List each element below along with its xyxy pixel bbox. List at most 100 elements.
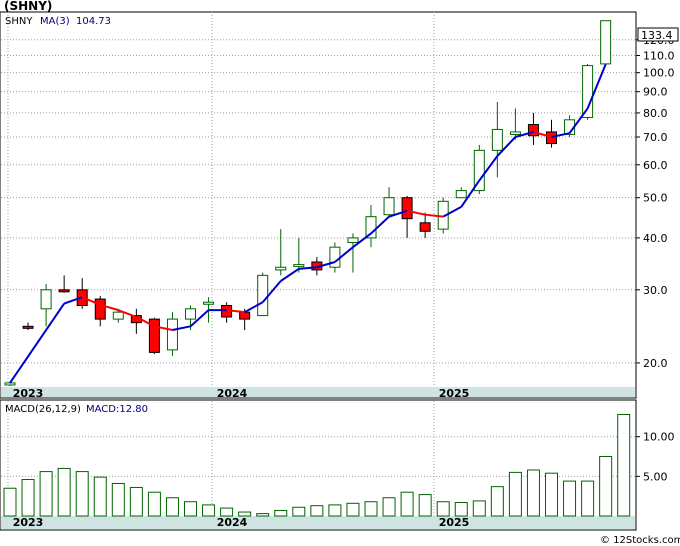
ma-segment <box>154 325 173 332</box>
macd-bar <box>490 486 504 517</box>
candle-body <box>455 190 467 199</box>
candle <box>509 108 521 140</box>
price-panel <box>0 11 637 399</box>
candle-body <box>329 246 341 268</box>
macd-bar <box>526 469 540 517</box>
candle <box>22 322 34 331</box>
candle-body <box>4 382 16 386</box>
macd-bar <box>364 501 378 517</box>
ma-segment <box>442 206 462 218</box>
macd-legend-label: MACD(26,12,9) <box>5 404 81 415</box>
candle-body <box>239 311 251 320</box>
ma-segment <box>298 266 317 270</box>
legend-ma-value: 104.73 <box>76 16 111 27</box>
ma-segment <box>81 296 101 306</box>
ma-segment <box>460 179 481 208</box>
candle-body <box>347 237 359 243</box>
macd-bar <box>328 504 342 517</box>
macd-bar <box>57 467 71 517</box>
candle-body <box>546 131 557 145</box>
candle <box>257 272 269 317</box>
ma-segment <box>551 132 570 138</box>
price-tick-label: 40.0 <box>643 232 668 245</box>
price-tick-label: 110.0 <box>643 49 675 62</box>
candle <box>94 295 106 327</box>
macd-bar <box>400 491 414 517</box>
ma-segment <box>45 302 65 331</box>
ma-line <box>9 63 607 384</box>
candle-body <box>185 308 196 320</box>
candle <box>383 187 395 217</box>
macd-bar <box>147 491 161 517</box>
macd-bar <box>39 471 53 517</box>
ma-segment <box>334 246 354 263</box>
macd-year-labels: 2023 2024 2025 <box>13 516 470 529</box>
last-price-box: 133.4 <box>637 27 679 42</box>
chart-title: (SHNY) <box>4 0 52 13</box>
price-y-axis: 20.0 30.0 40.0 50.0 60.0 70.0 80.0 90.0 100.0 110… <box>636 34 675 370</box>
macd-bar <box>418 494 432 517</box>
macd-bar <box>454 502 468 517</box>
price-year-labels: 2023 2024 2025 <box>13 387 470 400</box>
macd-bar <box>617 413 631 517</box>
macd-y-axis: 5.00 10.00 <box>636 431 675 483</box>
ma-segment <box>406 209 426 216</box>
candle <box>600 20 612 66</box>
ma-segment <box>586 63 607 109</box>
candle-body <box>383 197 395 216</box>
macd-bar <box>238 511 252 517</box>
macd-bar <box>129 486 143 517</box>
macd-year-label: 2023 <box>13 516 44 529</box>
ma-segment <box>63 296 83 305</box>
price-year-label: 2024 <box>217 387 248 400</box>
candle <box>419 212 431 238</box>
ma-segment <box>99 303 119 312</box>
candle <box>166 312 178 356</box>
macd-year-label: 2025 <box>439 516 470 529</box>
macd-bar <box>346 502 360 517</box>
macd-bar <box>184 501 197 517</box>
ma-segment <box>316 261 336 269</box>
ma-segment <box>261 280 282 303</box>
ma-segment <box>352 232 372 248</box>
macd-bar <box>220 507 234 517</box>
price-year-label: 2025 <box>439 387 470 400</box>
candle-body <box>509 131 521 135</box>
ma-segment <box>280 267 300 282</box>
ma-segment <box>515 130 534 138</box>
candle <box>401 195 413 238</box>
macd-bar <box>93 476 107 517</box>
candle-body <box>293 264 305 268</box>
candle-body <box>94 298 106 320</box>
candle-body <box>365 216 377 239</box>
price-tick-label: 60.0 <box>643 159 668 172</box>
candle-body <box>112 311 124 320</box>
macd-bar <box>292 506 306 517</box>
candle <box>347 233 359 273</box>
candle <box>275 229 287 276</box>
watermark: © 12Stocks.com <box>600 535 680 546</box>
price-year-label: 2023 <box>13 387 44 400</box>
price-tick-label: 80.0 <box>643 107 668 120</box>
price-tick-label: 50.0 <box>643 192 668 205</box>
macd-bar <box>599 456 613 517</box>
candle-body <box>203 301 215 305</box>
ma-segment <box>117 309 137 318</box>
macd-bar <box>274 509 288 517</box>
price-tick-label: 20.0 <box>643 357 668 370</box>
ma-segment <box>568 107 589 134</box>
candle <box>473 144 485 195</box>
candle-body <box>582 65 594 118</box>
candle-body <box>40 289 52 310</box>
price-tick-label: 30.0 <box>643 284 668 297</box>
macd-bar <box>310 505 324 517</box>
price-tick-label: 90.0 <box>643 86 668 99</box>
ma-segment <box>533 130 552 138</box>
candle-body <box>166 318 178 351</box>
macd-bar <box>382 497 396 517</box>
ma-segment <box>388 209 408 218</box>
ma-segment <box>189 309 210 328</box>
macd-bar <box>581 480 595 517</box>
macd-tick-label: 5.00 <box>643 470 668 483</box>
